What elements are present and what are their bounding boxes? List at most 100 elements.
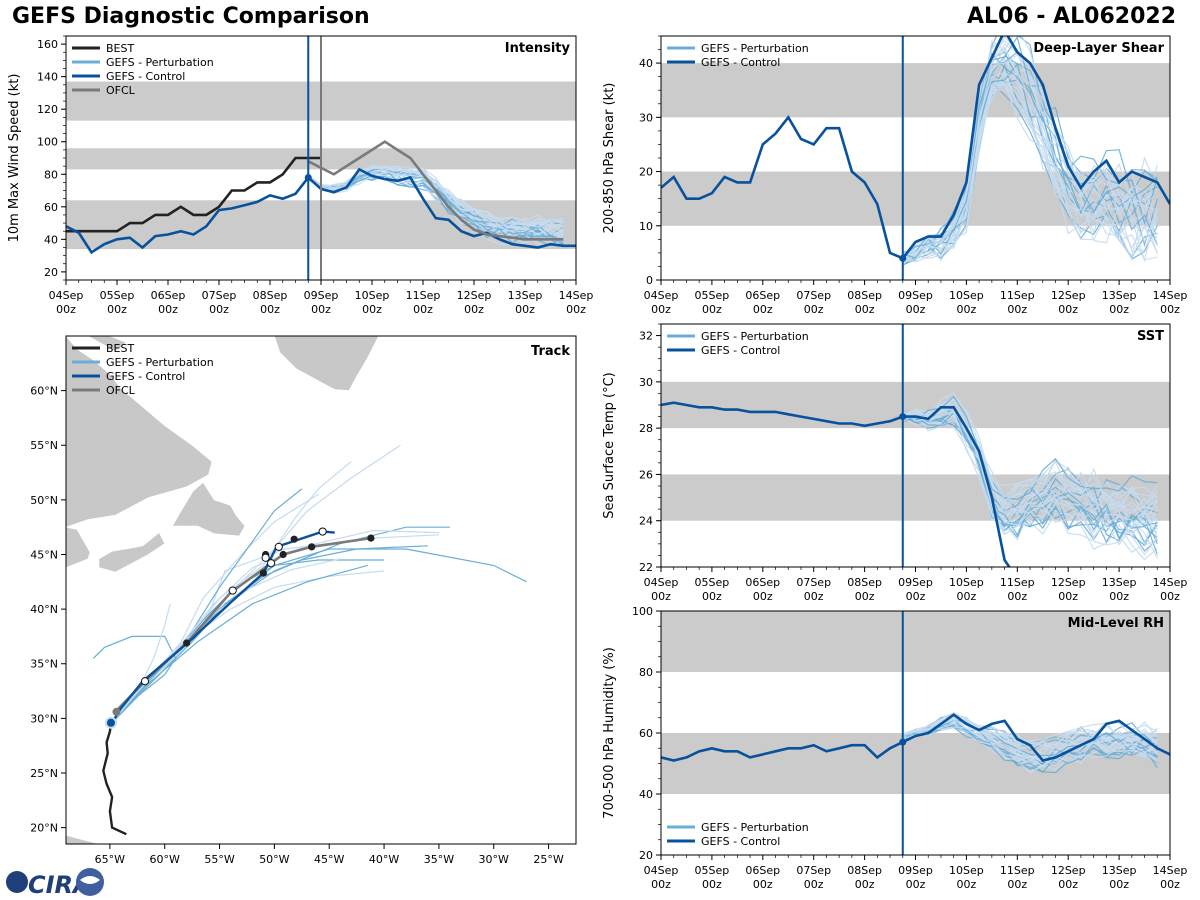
perturbation-line <box>902 411 1158 544</box>
y-tick-label: 0 <box>646 274 653 287</box>
legend-label: GEFS - Control <box>701 835 780 848</box>
legend-label: GEFS - Control <box>701 344 780 357</box>
x-tick-date: 12Sep <box>1051 864 1086 877</box>
perturbation-track <box>111 558 341 724</box>
panel-title: SST <box>1137 329 1164 344</box>
x-tick-hour: 00z <box>957 303 977 316</box>
x-tick-hour: 00z <box>804 590 824 603</box>
logo-globe-icon <box>6 871 28 893</box>
perturbation-line <box>902 83 1158 263</box>
ofcl-line <box>307 140 564 241</box>
legend-label: GEFS - Control <box>701 56 780 69</box>
x-tick-date: 07Sep <box>202 289 237 302</box>
legend-label: GEFS - Control <box>106 370 185 383</box>
lon-tick-label: 25°W <box>533 853 563 866</box>
perturbation-line <box>902 408 1158 528</box>
x-tick-date: 12Sep <box>1051 576 1086 589</box>
x-tick-hour: 00z <box>753 303 773 316</box>
lat-tick-label: 25°N <box>30 767 58 780</box>
y-tick-label: 26 <box>639 468 653 481</box>
ofcl-point <box>290 535 298 543</box>
x-tick-date: 14Sep <box>559 289 594 302</box>
x-tick-date: 04Sep <box>644 864 679 877</box>
track-panel: 65°W 60°W 55°W 50°W 45°W 40°W 35°W 30°W 25°W 20°N… <box>30 335 577 866</box>
x-tick-hour: 00z <box>702 590 722 603</box>
x-tick-date: 10Sep <box>355 289 390 302</box>
best-line <box>66 156 321 233</box>
perturbation-line <box>902 413 1158 561</box>
perturbation-line <box>902 71 1158 262</box>
legend-label: BEST <box>106 342 134 355</box>
land-shape <box>171 481 246 537</box>
x-tick-date: 14Sep <box>1153 864 1188 877</box>
y-axis-label: 200-850 hPa Shear (kt) <box>602 83 617 234</box>
perturbation-track <box>111 570 385 724</box>
x-tick-date: 04Sep <box>644 289 679 302</box>
x-tick-hour: 00z <box>1109 590 1129 603</box>
x-tick-hour: 00z <box>260 303 280 316</box>
x-tick-hour: 00z <box>1058 590 1078 603</box>
legend-label: GEFS - Perturbation <box>106 56 214 69</box>
ofcl-point <box>183 639 191 647</box>
perturbation-line <box>902 68 1158 266</box>
x-tick-date: 08Sep <box>847 864 882 877</box>
y-tick-label: 160 <box>37 38 58 51</box>
x-tick-date: 07Sep <box>796 576 831 589</box>
land-shape <box>66 336 213 528</box>
x-tick-hour: 00z <box>107 303 127 316</box>
land-shape <box>274 336 379 391</box>
x-tick-hour: 00z <box>702 878 722 891</box>
intensity-panel: 2040608010012014016004Sep00z05Sep00z06Se… <box>7 35 594 316</box>
bands <box>661 63 1170 226</box>
legend-label: GEFS - Control <box>106 70 185 83</box>
control-line <box>661 36 1170 260</box>
x-tick-hour: 00z <box>651 878 671 891</box>
lon-tick-label: 45°W <box>314 853 344 866</box>
x-tick-date: 06Sep <box>745 576 780 589</box>
x-tick-hour: 00z <box>158 303 178 316</box>
legend-label: OFCL <box>106 84 136 97</box>
control-line <box>661 401 1011 567</box>
y-tick-label: 32 <box>639 330 653 343</box>
figure-title: GEFS Diagnostic Comparison <box>12 4 370 29</box>
control-track <box>111 530 335 724</box>
x-tick-date: 08Sep <box>847 289 882 302</box>
x-tick-hour: 00z <box>753 878 773 891</box>
x-tick-hour: 00z <box>855 590 875 603</box>
x-tick-hour: 00z <box>651 303 671 316</box>
lat-tick-label: 50°N <box>30 494 58 507</box>
control-point <box>261 553 270 562</box>
y-tick-label: 100 <box>37 136 58 149</box>
lon-tick-label: 50°W <box>259 853 289 866</box>
x-tick-date: 12Sep <box>1051 289 1086 302</box>
y-tick-label: 22 <box>639 561 653 574</box>
x-tick-date: 10Sep <box>949 864 984 877</box>
x-tick-date: 12Sep <box>457 289 492 302</box>
y-tick-label: 40 <box>639 57 653 70</box>
x-tick-date: 05Sep <box>695 289 730 302</box>
x-tick-hour: 00z <box>1058 878 1078 891</box>
legend-label: OFCL <box>106 384 136 397</box>
x-tick-hour: 00z <box>957 590 977 603</box>
rh-panel: 2040608010004Sep00z05Sep00z06Sep00z07Sep… <box>602 605 1187 891</box>
y-tick-label: 40 <box>639 788 653 801</box>
perturbation-line <box>307 176 564 248</box>
legend-label: GEFS - Perturbation <box>701 42 809 55</box>
x-tick-hour: 00z <box>957 878 977 891</box>
y-tick-label: 20 <box>639 849 653 862</box>
x-tick-date: 06Sep <box>745 864 780 877</box>
x-tick-hour: 00z <box>1007 878 1027 891</box>
perturbation-line <box>902 719 1158 763</box>
lon-tick-label: 35°W <box>424 853 454 866</box>
x-tick-hour: 00z <box>702 303 722 316</box>
x-tick-hour: 00z <box>651 590 671 603</box>
perturbation-track <box>111 545 428 724</box>
y-axis-label: 10m Max Wind Speed (kt) <box>7 74 22 243</box>
ofcl-point <box>367 534 375 542</box>
y-axis-label: Sea Surface Temp (°C) <box>602 372 617 519</box>
legend-label: GEFS - Perturbation <box>106 356 214 369</box>
perturbation-line <box>902 726 1158 767</box>
y-tick-label: 24 <box>639 515 653 528</box>
